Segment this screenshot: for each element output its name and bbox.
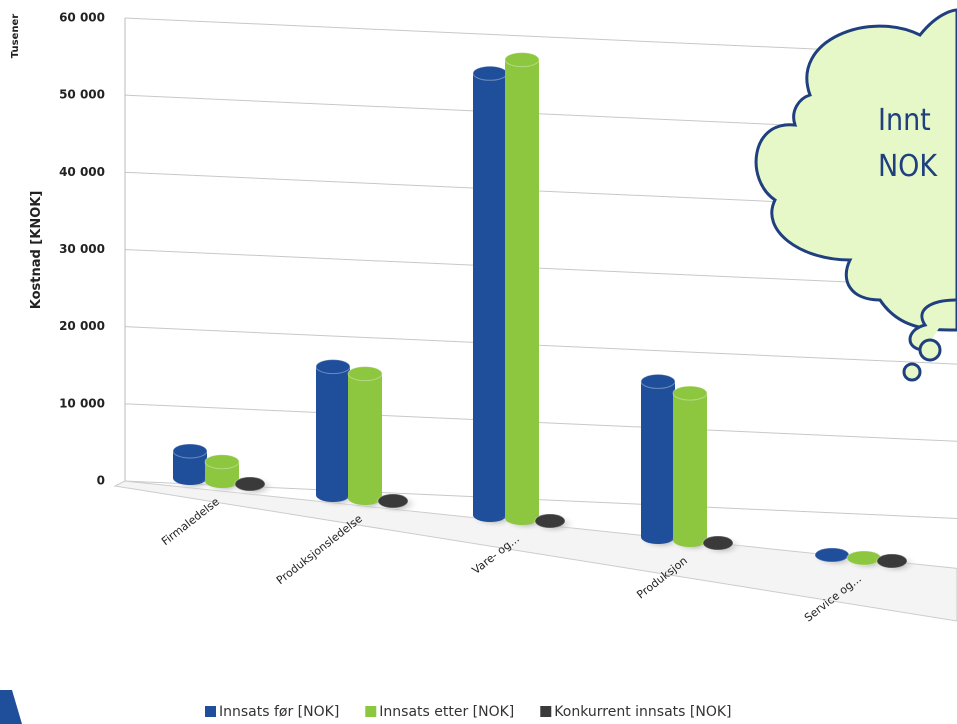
bar-bottom bbox=[505, 511, 539, 525]
callout-text: Innt bbox=[878, 103, 931, 138]
bar-bottom bbox=[348, 491, 382, 505]
bar bbox=[347, 366, 383, 505]
bar-top bbox=[504, 52, 540, 68]
bar-bottom bbox=[673, 533, 707, 547]
bar-top bbox=[672, 385, 708, 401]
y-tick-label: 0 bbox=[97, 474, 105, 488]
bar-top bbox=[172, 443, 208, 459]
bar bbox=[315, 359, 351, 502]
bar-body bbox=[641, 381, 675, 537]
bar-bottom bbox=[641, 530, 675, 544]
bar-top bbox=[377, 493, 409, 509]
bar bbox=[876, 553, 908, 569]
bar-top bbox=[702, 535, 734, 551]
bar bbox=[534, 513, 566, 529]
y-axis-label: Kostnad [KNOK] bbox=[29, 191, 44, 310]
grid-line bbox=[124, 403, 957, 442]
bar bbox=[672, 385, 708, 547]
y-tick-label: 60 000 bbox=[59, 11, 105, 25]
bar bbox=[472, 65, 508, 522]
bar bbox=[204, 454, 240, 488]
y-tick-label: 20 000 bbox=[59, 319, 105, 333]
grid-line bbox=[124, 249, 957, 288]
bar-top bbox=[347, 366, 383, 382]
bar bbox=[377, 493, 409, 509]
bar-top bbox=[472, 65, 508, 81]
legend-label: Innsats før [NOK] bbox=[219, 704, 339, 720]
bar-top bbox=[534, 513, 566, 529]
bar-bottom bbox=[173, 471, 207, 485]
bar-body bbox=[316, 366, 350, 495]
bar bbox=[640, 373, 676, 544]
legend-swatch bbox=[540, 706, 552, 717]
bar-top bbox=[876, 553, 908, 569]
legend-swatch bbox=[365, 706, 377, 717]
y-tick-label: 10 000 bbox=[59, 396, 105, 410]
bar-bottom bbox=[316, 488, 350, 502]
y-tick-label: 30 000 bbox=[59, 242, 105, 256]
bar-body bbox=[673, 393, 707, 540]
logo bbox=[0, 690, 22, 724]
bar bbox=[504, 52, 540, 525]
callout-text: NOK bbox=[878, 149, 938, 184]
grid-line bbox=[124, 326, 957, 365]
x-tick-label: Produksjonsledelse bbox=[274, 512, 365, 587]
bar-body bbox=[348, 373, 382, 498]
unit-label: Tusener bbox=[10, 14, 21, 58]
bar-top bbox=[640, 373, 676, 389]
legend-label: Innsats etter [NOK] bbox=[379, 704, 514, 720]
bar-top bbox=[315, 359, 351, 375]
callout: Innt NOK bbox=[754, 8, 957, 382]
y-tick-label: 50 000 bbox=[59, 88, 105, 102]
bar-bottom bbox=[473, 508, 507, 522]
bar-body bbox=[473, 73, 507, 515]
bar bbox=[702, 535, 734, 551]
bar-top bbox=[204, 454, 240, 470]
bar-bottom bbox=[205, 474, 239, 488]
bar bbox=[814, 547, 850, 563]
legend-swatch bbox=[205, 706, 216, 717]
bar bbox=[172, 443, 208, 485]
bar-top bbox=[234, 476, 266, 492]
bar-body bbox=[505, 59, 539, 518]
y-tick-label: 40 000 bbox=[59, 165, 105, 179]
x-tick-label: Firmaledelse bbox=[159, 495, 222, 548]
legend-label: Konkurrent innsats [NOK] bbox=[554, 704, 731, 720]
bar bbox=[234, 476, 266, 492]
